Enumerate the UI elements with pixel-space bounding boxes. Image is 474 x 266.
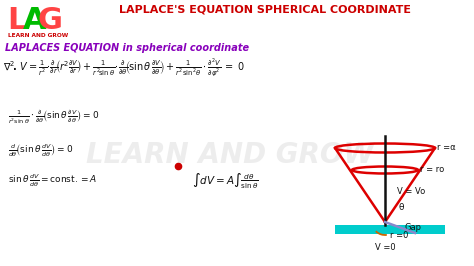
Text: LAPLACES EQUATION in spherical coordinate: LAPLACES EQUATION in spherical coordinat…	[5, 43, 249, 53]
Text: r =α: r =α	[437, 143, 456, 152]
Text: r =0: r =0	[390, 231, 409, 240]
Text: LEARN AND GROW: LEARN AND GROW	[8, 33, 68, 38]
Text: $\int dV=A\int\frac{d\theta}{\sin\theta}$: $\int dV=A\int\frac{d\theta}{\sin\theta}…	[192, 172, 259, 191]
Text: $\frac{1}{r^2\sin\theta}\cdot\frac{\partial}{\partial\theta}\!\left(\sin\theta\,: $\frac{1}{r^2\sin\theta}\cdot\frac{\part…	[8, 108, 99, 126]
Text: LEARN AND GROW: LEARN AND GROW	[86, 141, 374, 169]
Text: Gap: Gap	[405, 223, 422, 232]
Text: L: L	[7, 6, 27, 35]
Text: G: G	[38, 6, 63, 35]
Text: $\nabla^2\!\mathbf{.}\,V =\frac{1}{r^2}\!\cdot\!\frac{\partial}{\partial r}\!\le: $\nabla^2\!\mathbf{.}\,V =\frac{1}{r^2}\…	[3, 57, 245, 78]
Text: V =0: V =0	[374, 243, 395, 252]
Text: LAPLACE'S EQUATION SPHERICAL COORDINATE: LAPLACE'S EQUATION SPHERICAL COORDINATE	[119, 5, 411, 15]
Text: $\sin\theta\,\frac{dV}{d\theta}=\mathrm{const.}=A$: $\sin\theta\,\frac{dV}{d\theta}=\mathrm{…	[8, 172, 97, 189]
Text: θ: θ	[399, 203, 404, 213]
Text: A: A	[23, 6, 46, 35]
Text: V = Vo: V = Vo	[397, 188, 425, 197]
Bar	[335, 225, 445, 234]
Text: r = ro: r = ro	[420, 165, 444, 174]
Text: $\frac{d}{d\theta}\!\left(\sin\theta\,\frac{dV}{d\theta}\right)=0$: $\frac{d}{d\theta}\!\left(\sin\theta\,\f…	[8, 142, 73, 159]
